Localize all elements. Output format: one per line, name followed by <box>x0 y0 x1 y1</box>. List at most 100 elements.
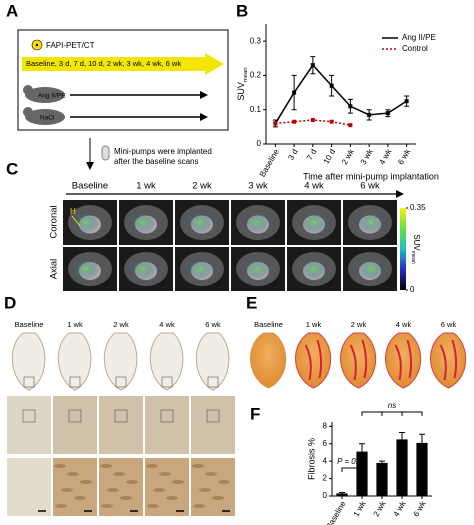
timeline-arrow <box>22 53 224 75</box>
series-line <box>274 63 408 124</box>
down-arrow <box>86 162 94 170</box>
zoom-box <box>206 409 220 423</box>
point <box>273 121 278 126</box>
x-tick-label: Baseline <box>324 499 347 525</box>
staining <box>192 464 204 468</box>
zoom-box <box>69 376 81 388</box>
point <box>385 111 390 116</box>
x-tick-label: 2 wk <box>372 499 389 519</box>
annotation: P = 0.01 <box>337 457 367 466</box>
staining <box>199 488 211 492</box>
staining <box>113 472 125 476</box>
histology-mid <box>191 396 235 454</box>
point <box>348 123 353 128</box>
heart-section <box>195 332 230 391</box>
staining <box>67 472 79 476</box>
point <box>329 119 334 124</box>
panel-letter: E <box>246 293 257 312</box>
point <box>310 118 315 122</box>
annotation: ns <box>388 401 396 410</box>
histology-high <box>7 458 51 516</box>
zoom-box <box>160 409 174 423</box>
pet-uptake <box>72 258 100 280</box>
timepoint-label: 6 wk <box>205 320 221 329</box>
point <box>292 90 297 95</box>
staining <box>55 504 67 508</box>
point <box>310 63 315 68</box>
pet-uptake <box>300 258 328 280</box>
zoom-box <box>114 409 128 423</box>
histology-mid <box>7 396 51 454</box>
point <box>367 112 372 117</box>
timepoint-label: 1 wk <box>67 320 83 329</box>
pet-uptake <box>186 258 214 280</box>
pet-uptake <box>129 258 157 280</box>
staining <box>101 504 113 508</box>
timepoint-label: 1 wk <box>136 181 156 192</box>
heart-section <box>295 332 332 389</box>
heart-section <box>103 332 138 391</box>
staining <box>212 496 224 500</box>
staining <box>172 480 184 484</box>
staining <box>107 488 119 492</box>
x-tick-label: 2 wk <box>340 147 357 167</box>
note-line: Mini-pumps were implanted <box>114 147 212 156</box>
staining <box>54 464 66 468</box>
y-tick-label: 0 <box>323 491 328 500</box>
view-label: Axial <box>49 259 60 280</box>
mouse-icon <box>23 107 33 117</box>
point <box>329 83 334 88</box>
timepoint-label: Baseline <box>15 320 44 329</box>
fibrosis <box>439 339 458 381</box>
heart-section <box>250 332 287 389</box>
staining <box>218 480 230 484</box>
panel-letter: D <box>4 293 16 312</box>
marker-arrow <box>71 215 81 227</box>
staining <box>126 480 138 484</box>
group-arrow <box>200 91 208 99</box>
y-tick-label: 0.1 <box>250 105 262 114</box>
staining <box>74 496 86 500</box>
staining <box>120 496 132 500</box>
pet-uptake <box>72 211 100 234</box>
fibrosis <box>394 339 413 381</box>
timepoint-label: 2 wk <box>113 320 129 329</box>
zoom-box <box>161 376 173 388</box>
staining <box>146 464 158 468</box>
pet-uptake <box>186 211 214 234</box>
fibrosis <box>304 339 323 381</box>
point <box>404 99 409 104</box>
axis-label-main: SUV <box>236 82 246 101</box>
timepoint-label: Baseline <box>72 181 108 192</box>
colorbar <box>400 208 406 290</box>
panel-letter: C <box>6 159 18 178</box>
timepoint-label: Baseline <box>254 320 283 329</box>
bar <box>356 451 368 496</box>
error-bar <box>359 443 365 460</box>
marker-label: H <box>70 207 76 216</box>
x-tick-label: 4 wk <box>377 147 394 167</box>
timepoint-label: 2 wk <box>351 320 367 329</box>
histology-mid <box>99 396 143 454</box>
timepoint-label: 3 wk <box>248 181 268 192</box>
x-tick-label: 1 wk <box>352 499 369 519</box>
histology-mid <box>145 396 189 454</box>
bracket <box>361 411 423 416</box>
axis-label-sub: mean <box>243 67 249 82</box>
y-tick-label: 2 <box>323 474 328 483</box>
staining <box>205 472 217 476</box>
heart-section <box>430 332 467 389</box>
heart-section <box>385 332 422 389</box>
x-tick-label: 7 d <box>305 148 318 162</box>
zoom-box <box>68 409 82 423</box>
point <box>348 104 353 109</box>
mouse-icon <box>23 85 33 95</box>
y-tick-label: 8 <box>323 421 328 430</box>
y-tick-label: 0.3 <box>250 36 262 45</box>
modality-label: FAPI-PET/CT <box>46 41 95 50</box>
pet-uptake <box>357 211 385 234</box>
zoom-box <box>23 376 35 388</box>
group-label: NaCl <box>40 115 55 122</box>
legend-label: Control <box>402 44 428 53</box>
